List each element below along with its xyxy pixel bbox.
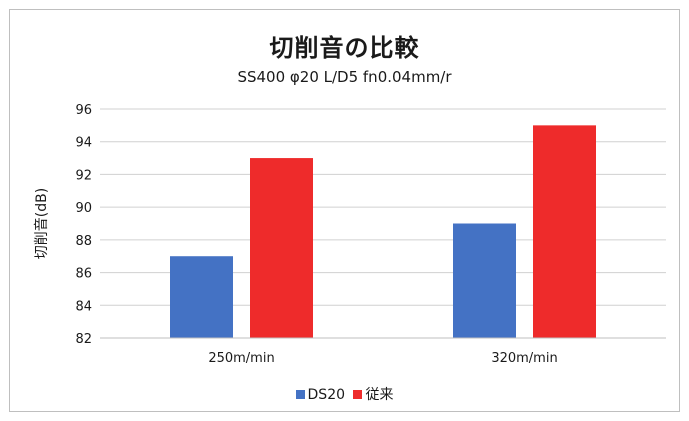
legend-swatch-conventional	[353, 390, 363, 399]
y-tick-label: 94	[75, 136, 92, 151]
legend-swatch-ds20	[295, 390, 305, 399]
x-tick-label: 250m/min	[208, 351, 274, 366]
bar-conventional-0	[250, 158, 313, 338]
bar-ds20-1	[453, 223, 516, 338]
y-tick-label: 82	[75, 332, 92, 347]
y-tick-label: 88	[75, 234, 92, 249]
legend-item-conventional: 従来	[353, 384, 393, 404]
bar-ds20-0	[170, 256, 233, 338]
legend-label-ds20: DS20	[307, 387, 346, 403]
y-tick-label: 96	[75, 103, 92, 118]
legend-label-conventional: 従来	[365, 387, 394, 403]
chart-legend: DS20 従来	[0, 384, 689, 404]
legend-item-ds20: DS20	[295, 387, 346, 403]
y-tick-label: 90	[75, 201, 92, 216]
y-axis-label: 切削音(dB)	[33, 188, 50, 259]
y-tick-label: 86	[75, 267, 92, 282]
chart-title: 切削音の比較	[269, 34, 420, 62]
chart-subtitle: SS400 φ20 L/D5 fn0.04mm/r	[237, 68, 452, 86]
bar-conventional-1	[533, 125, 596, 338]
x-tick-label: 320m/min	[491, 351, 557, 366]
y-tick-label: 92	[75, 168, 92, 183]
y-tick-label: 84	[75, 299, 92, 314]
